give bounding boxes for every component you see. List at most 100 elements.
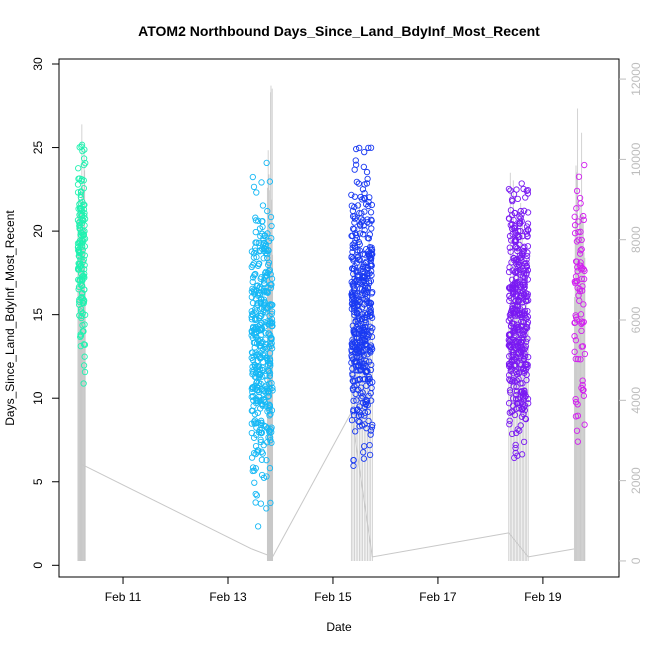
data-point bbox=[365, 331, 372, 339]
data-point bbox=[520, 248, 527, 255]
data-point bbox=[78, 312, 85, 320]
x-tick-label: Feb 15 bbox=[314, 590, 352, 604]
data-point bbox=[261, 388, 268, 395]
data-point bbox=[253, 239, 260, 246]
data-point bbox=[75, 252, 82, 260]
data-point bbox=[75, 298, 83, 305]
data-point bbox=[250, 254, 258, 261]
data-point bbox=[268, 308, 276, 315]
data-point bbox=[521, 394, 528, 401]
data-point bbox=[356, 230, 364, 237]
data-point bbox=[250, 183, 258, 190]
data-point bbox=[519, 330, 527, 338]
data-point bbox=[509, 197, 516, 205]
data-point bbox=[517, 214, 524, 221]
data-point bbox=[249, 278, 256, 286]
data-point bbox=[257, 312, 264, 320]
data-point bbox=[574, 278, 581, 285]
data-point bbox=[578, 246, 585, 253]
data-point bbox=[522, 393, 529, 400]
data-point bbox=[366, 451, 374, 459]
data-point bbox=[573, 238, 581, 245]
data-point bbox=[251, 290, 258, 297]
data-point bbox=[575, 228, 582, 236]
data-point bbox=[251, 411, 259, 418]
data-point bbox=[514, 426, 521, 433]
data-point bbox=[80, 380, 87, 387]
data-point bbox=[578, 327, 585, 335]
data-point bbox=[253, 253, 260, 261]
data-point bbox=[265, 259, 273, 266]
data-point bbox=[348, 202, 355, 209]
data-point bbox=[512, 449, 519, 457]
data-point bbox=[574, 401, 581, 408]
data-point bbox=[368, 244, 375, 251]
data-point bbox=[263, 159, 270, 167]
data-point bbox=[267, 499, 274, 507]
data-point bbox=[361, 323, 369, 331]
data-point bbox=[524, 220, 532, 227]
data-point bbox=[365, 373, 373, 381]
data-point bbox=[507, 248, 514, 255]
data-point bbox=[250, 450, 258, 457]
data-point bbox=[577, 311, 585, 318]
data-point bbox=[518, 218, 525, 225]
data-point bbox=[252, 217, 260, 224]
data-point bbox=[518, 211, 525, 218]
data-point bbox=[579, 343, 587, 350]
data-point bbox=[521, 389, 528, 397]
data-point bbox=[505, 185, 513, 193]
data-point bbox=[364, 408, 372, 416]
data-point bbox=[508, 284, 516, 291]
data-point bbox=[260, 397, 267, 404]
data-point bbox=[261, 299, 268, 306]
data-point bbox=[520, 185, 527, 193]
data-point bbox=[368, 424, 376, 431]
data-point bbox=[349, 365, 356, 372]
data-point bbox=[514, 279, 521, 287]
data-point bbox=[257, 500, 265, 507]
data-point bbox=[571, 222, 579, 229]
data-point bbox=[508, 366, 515, 373]
data-point bbox=[577, 247, 584, 254]
data-point bbox=[251, 383, 258, 390]
data-point bbox=[257, 336, 264, 343]
y-tick-label: 25 bbox=[31, 141, 45, 155]
data-point bbox=[79, 216, 86, 223]
data-point bbox=[368, 201, 376, 209]
data-point bbox=[79, 243, 86, 250]
data-point bbox=[361, 310, 368, 317]
data-point bbox=[258, 179, 265, 186]
data-point bbox=[268, 275, 276, 282]
data-point bbox=[248, 308, 255, 315]
data-point bbox=[515, 258, 522, 266]
data-point bbox=[364, 293, 371, 300]
data-point bbox=[266, 412, 273, 419]
data-point bbox=[77, 333, 84, 341]
data-point bbox=[79, 147, 86, 155]
data-point bbox=[266, 464, 274, 472]
data-point bbox=[356, 144, 363, 152]
data-point bbox=[368, 333, 376, 340]
x-tick-label: Feb 19 bbox=[524, 590, 562, 604]
data-point bbox=[508, 305, 516, 312]
data-point bbox=[253, 369, 260, 377]
secondary-tick-label: 6000 bbox=[629, 306, 643, 333]
data-point bbox=[368, 225, 375, 232]
y-tick-label: 15 bbox=[31, 308, 45, 322]
data-point bbox=[576, 250, 584, 257]
data-point bbox=[266, 428, 273, 436]
data-point bbox=[268, 235, 275, 242]
data-point bbox=[359, 263, 367, 270]
data-point bbox=[351, 219, 358, 226]
data-point bbox=[517, 306, 524, 313]
data-point bbox=[81, 222, 88, 229]
data-point bbox=[518, 180, 525, 187]
data-point bbox=[515, 261, 522, 269]
data-point bbox=[251, 417, 259, 424]
data-point bbox=[264, 269, 271, 276]
data-point bbox=[505, 360, 513, 367]
data-point bbox=[263, 457, 270, 464]
data-point bbox=[258, 456, 266, 463]
data-point bbox=[258, 429, 265, 437]
